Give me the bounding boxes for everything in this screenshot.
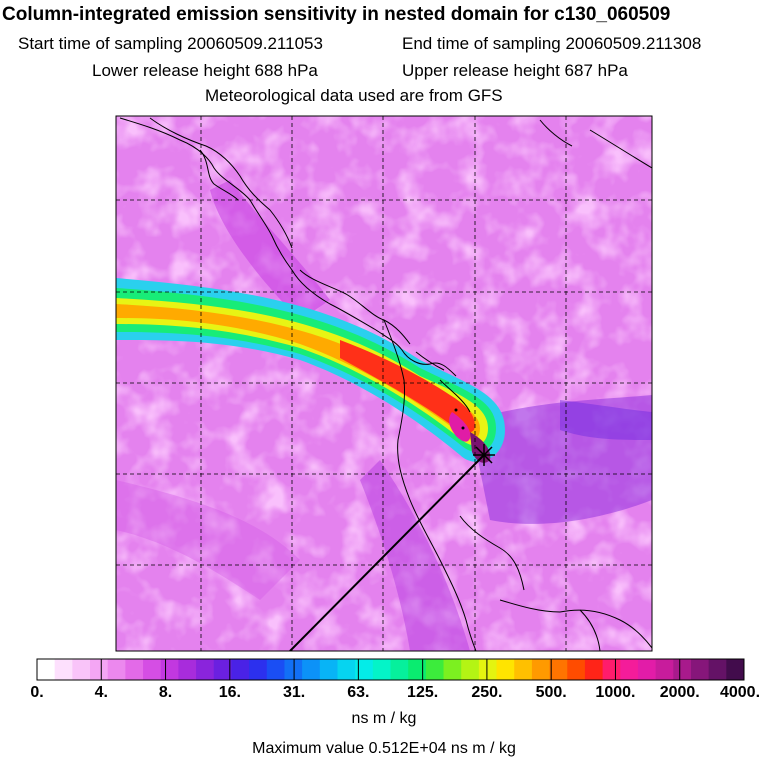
colorbar-swatch [637, 659, 657, 680]
plume-orange [116, 304, 480, 440]
colorbar-tick-label: 4000. [719, 684, 761, 701]
colorbar-swatch [673, 659, 692, 680]
colorbar-swatch [443, 659, 462, 680]
colorbar-swatch [708, 659, 727, 680]
colorbar-swatch [690, 659, 710, 680]
colorbar-frame [36, 658, 745, 681]
colorbar-swatch [567, 659, 586, 680]
colorbar-swatch [549, 659, 568, 680]
colorbar-swatch [655, 659, 674, 680]
colorbar-swatch [125, 659, 144, 680]
colorbar-tick-label: 250. [471, 684, 503, 701]
colorbar-tick-label: 500. [535, 684, 567, 701]
colorbar-tick-label: 4. [94, 684, 108, 701]
colorbar-swatch [602, 659, 621, 680]
colorbar-tick-label: 1000. [595, 684, 636, 701]
flight-track [289, 454, 485, 651]
colorbar-swatch [54, 659, 73, 680]
colorbar-swatch [143, 659, 162, 680]
colorbar-swatch [478, 659, 498, 680]
colorbar-swatch [496, 659, 515, 680]
plot-frame [115, 115, 653, 652]
colorbar-swatch [160, 659, 179, 680]
colorbar-swatch [302, 659, 321, 680]
colorbar-swatch [231, 659, 250, 680]
end-time-label: End time of sampling 20060509.211308 [402, 34, 702, 53]
colorbar-swatch [337, 659, 356, 680]
met-data-label: Meteorological data used are from GFS [205, 86, 503, 105]
colorbar-swatch [584, 659, 604, 680]
colorbar-swatch [178, 659, 197, 680]
colorbar-swatch [620, 659, 639, 680]
colorbar-tick-label: 31. [282, 684, 306, 701]
plot-area [116, 116, 652, 651]
colorbar-swatch [355, 659, 374, 680]
maximum-value-label: Maximum value 0.512E+04 ns m / kg [252, 740, 516, 757]
colorbar-swatch [107, 659, 126, 680]
colorbar-swatch [249, 659, 268, 680]
start-time-label: Start time of sampling 20060509.211053 [18, 34, 323, 53]
colorbar [36, 659, 745, 680]
colorbar-tick-label: 0. [30, 684, 44, 701]
colorbar-swatch [372, 659, 391, 680]
colorbar-tick-label: 16. [218, 684, 241, 701]
colorbar-swatch [37, 659, 56, 680]
colorbar-swatch [390, 659, 409, 680]
colorbar-swatch [408, 659, 427, 680]
colorbar-units: ns m / kg [351, 710, 417, 727]
colorbar-swatch [284, 659, 303, 680]
colorbar-tick-label: 125. [407, 684, 439, 701]
colorbar-swatch [726, 659, 745, 680]
plume-magenta [449, 412, 471, 442]
colorbar-swatch [514, 659, 533, 680]
colorbar-swatch [90, 659, 109, 680]
colorbar-swatch [72, 659, 91, 680]
release-point-marker [473, 444, 495, 466]
colorbar-swatch [425, 659, 445, 680]
map-title: Column-integrated emission sensitivity i… [2, 4, 671, 25]
colorbar-tick-label: 8. [158, 684, 173, 701]
colorbar-swatch [213, 659, 232, 680]
colorbar-swatch [196, 659, 215, 680]
upper-release-label: Upper release height 687 hPa [402, 61, 628, 80]
coastlines [119, 117, 652, 651]
colorbar-swatch [319, 659, 338, 680]
colorbar-tick-label: 2000. [659, 684, 700, 701]
lower-release-label: Lower release height 688 hPa [92, 61, 318, 80]
plume-red [340, 340, 475, 433]
colorbar-swatch [531, 659, 551, 680]
colorbar-swatch [266, 659, 285, 680]
colorbar-swatch [461, 659, 480, 680]
lat-lon-grid [116, 116, 652, 651]
colorbar-tick-label: 63. [347, 684, 370, 701]
